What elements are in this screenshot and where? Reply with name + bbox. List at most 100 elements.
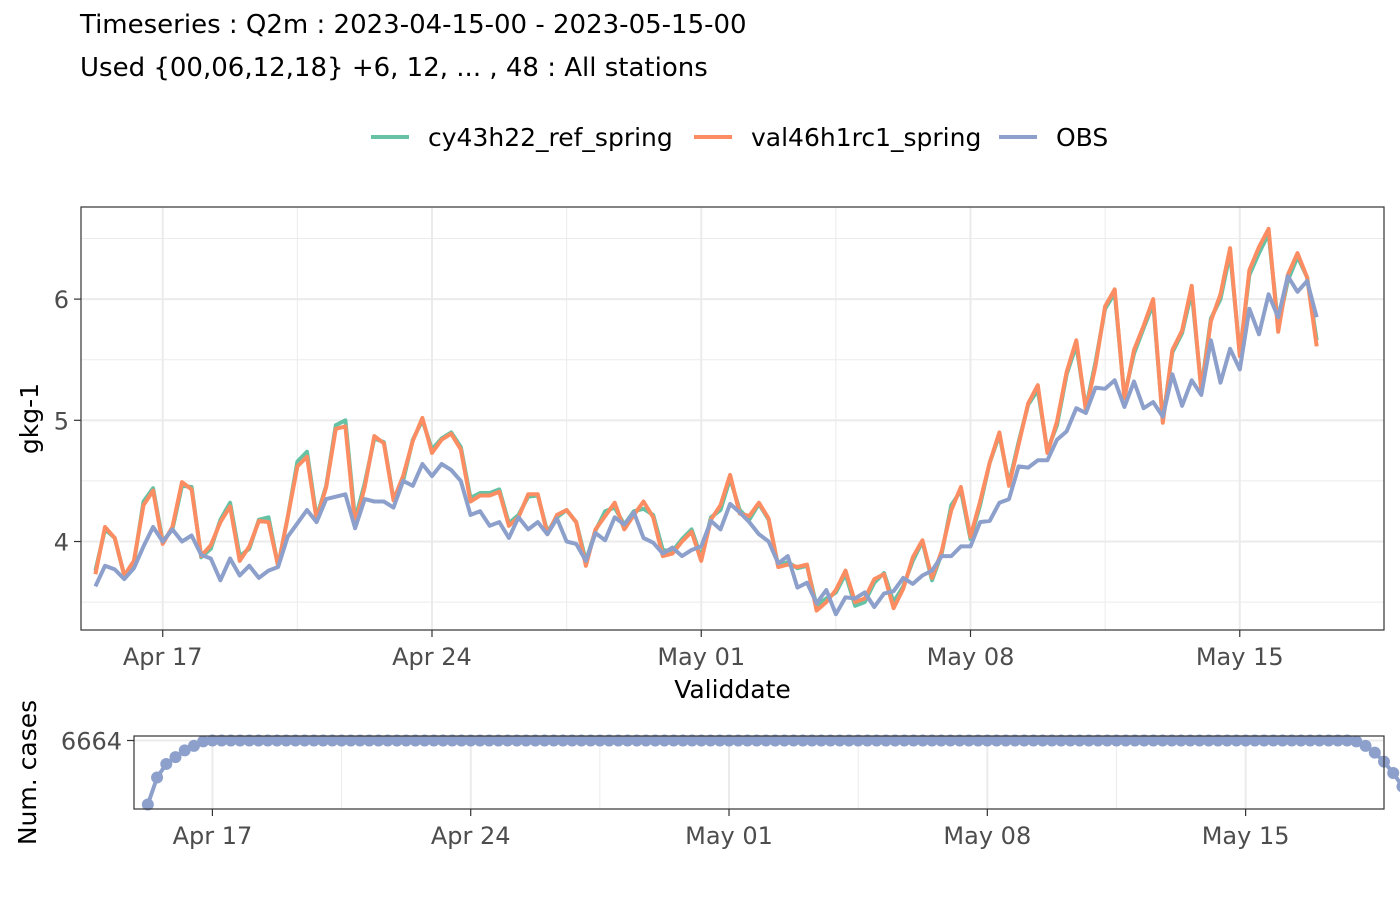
data-point bbox=[944, 734, 957, 747]
legend-label-obs: OBS bbox=[1056, 123, 1108, 152]
data-point bbox=[326, 734, 339, 747]
data-point bbox=[981, 734, 994, 747]
data-point bbox=[612, 734, 625, 747]
data-point bbox=[1055, 734, 1068, 747]
legend-item-val46h1rc1: val46h1rc1_spring bbox=[694, 123, 981, 152]
data-point bbox=[603, 734, 616, 747]
data-point bbox=[1027, 734, 1040, 747]
data-point bbox=[1193, 734, 1206, 747]
data-point bbox=[972, 734, 985, 747]
data-point bbox=[658, 734, 671, 747]
data-point bbox=[252, 734, 265, 747]
panel-border bbox=[133, 735, 1385, 810]
data-point bbox=[1101, 734, 1114, 747]
y-tick-label: 6664 bbox=[61, 728, 122, 756]
data-point bbox=[363, 734, 376, 747]
data-point bbox=[298, 734, 311, 747]
data-point bbox=[160, 757, 173, 770]
data-point bbox=[1304, 734, 1317, 747]
data-point bbox=[215, 734, 228, 747]
data-point bbox=[1359, 739, 1372, 752]
data-point bbox=[1165, 734, 1178, 747]
data-point bbox=[243, 734, 256, 747]
data-point bbox=[1350, 735, 1363, 748]
x-tick-label: Apr 24 bbox=[431, 822, 511, 850]
chart-subtitle: Used {00,06,12,18} +6, 12, ... , 48 : Al… bbox=[80, 53, 708, 83]
data-point bbox=[750, 734, 763, 747]
legend-item-obs: OBS bbox=[999, 123, 1108, 152]
x-tick-label: Apr 17 bbox=[123, 643, 203, 671]
data-point bbox=[769, 734, 782, 747]
data-point bbox=[501, 734, 514, 747]
data-point bbox=[630, 734, 643, 747]
data-point bbox=[381, 734, 394, 747]
data-point bbox=[1396, 780, 1400, 792]
data-point bbox=[741, 734, 754, 747]
data-point bbox=[169, 751, 182, 764]
data-point bbox=[1221, 734, 1234, 747]
data-point bbox=[1045, 734, 1058, 747]
data-point bbox=[1387, 766, 1400, 779]
data-point bbox=[1258, 734, 1271, 747]
data-point bbox=[1184, 734, 1197, 747]
legend-label-val46h1rc1: val46h1rc1_spring bbox=[751, 123, 981, 152]
data-point bbox=[1128, 734, 1141, 747]
x-tick-label: May 08 bbox=[927, 643, 1015, 671]
data-point bbox=[962, 734, 975, 747]
y-axis-title: Num. cases bbox=[13, 700, 42, 845]
data-point bbox=[418, 734, 431, 747]
panel-border bbox=[80, 206, 1385, 631]
data-point bbox=[492, 734, 505, 747]
data-point bbox=[372, 734, 385, 747]
data-point bbox=[907, 734, 920, 747]
x-tick-label: May 01 bbox=[685, 822, 773, 850]
data-point bbox=[261, 734, 274, 747]
data-point bbox=[1110, 734, 1123, 747]
data-point bbox=[796, 734, 809, 747]
data-point bbox=[593, 734, 606, 747]
x-axis-title: Validdate bbox=[674, 675, 791, 704]
data-point bbox=[280, 734, 293, 747]
data-point bbox=[1267, 734, 1280, 747]
data-point bbox=[1138, 734, 1151, 747]
data-point bbox=[1202, 734, 1215, 747]
series-line-val46h1rc1_spring bbox=[93, 226, 1319, 613]
data-point bbox=[354, 734, 367, 747]
data-point bbox=[151, 771, 164, 784]
data-point bbox=[178, 744, 191, 757]
data-point bbox=[409, 734, 422, 747]
legend: cy43h22_ref_spring val46h1rc1_spring OBS bbox=[371, 123, 1108, 152]
data-point bbox=[187, 739, 200, 752]
data-point bbox=[759, 734, 772, 747]
x-tick-label: May 08 bbox=[943, 822, 1031, 850]
data-point bbox=[1294, 734, 1307, 747]
data-point bbox=[1082, 734, 1095, 747]
data-point bbox=[1285, 734, 1298, 747]
data-point bbox=[1092, 734, 1105, 747]
data-point bbox=[1119, 734, 1132, 747]
data-point bbox=[455, 734, 468, 747]
data-point bbox=[289, 734, 302, 747]
data-point bbox=[667, 734, 680, 747]
data-point bbox=[1211, 734, 1224, 747]
data-point bbox=[1239, 734, 1252, 747]
data-point bbox=[335, 734, 348, 747]
data-point bbox=[1036, 734, 1049, 747]
data-point bbox=[935, 734, 948, 747]
data-point bbox=[898, 734, 911, 747]
data-point bbox=[1147, 734, 1160, 747]
data-point bbox=[529, 734, 542, 747]
y-tick-label: 5 bbox=[54, 407, 69, 435]
data-point bbox=[870, 734, 883, 747]
data-point bbox=[704, 734, 717, 747]
data-point bbox=[1018, 734, 1031, 747]
data-point bbox=[1322, 734, 1335, 747]
data-point bbox=[999, 734, 1012, 747]
x-tick-label: Apr 24 bbox=[392, 643, 472, 671]
data-point bbox=[400, 734, 413, 747]
y-tick-label: 4 bbox=[54, 529, 69, 557]
data-point bbox=[206, 734, 219, 747]
data-point bbox=[234, 734, 247, 747]
data-point bbox=[889, 734, 902, 747]
